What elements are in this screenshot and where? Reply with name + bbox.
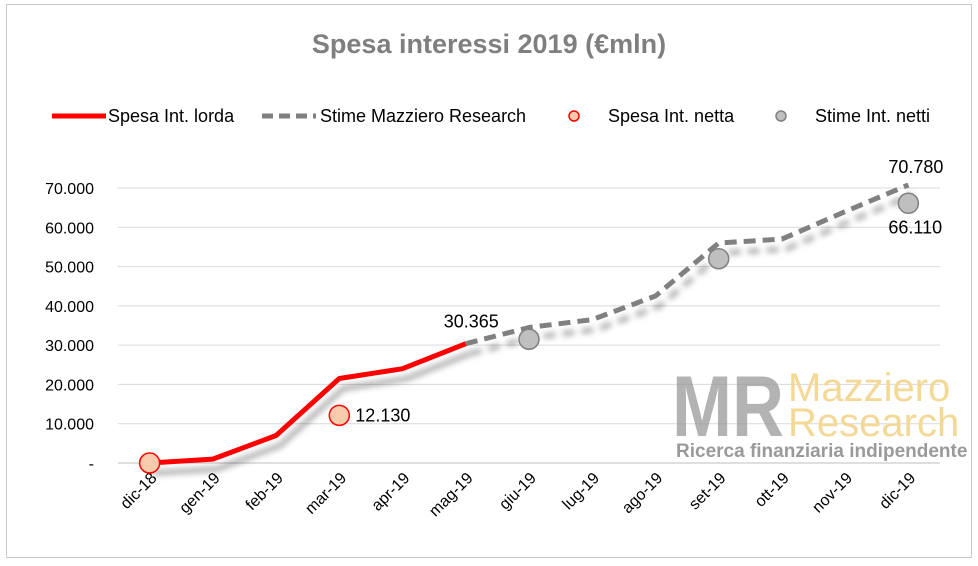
y-tick-label: 50.000	[45, 260, 94, 277]
series-line-spesa-lorda	[149, 341, 467, 466]
marker-stime-netti	[518, 328, 540, 350]
legend-label-netti: Stime Int. netti	[815, 106, 930, 126]
x-tick-label: mag-19	[426, 470, 476, 520]
watermark-tagline: Ricerca finanziaria indipendente	[676, 441, 967, 462]
x-tick-label: dic-19	[876, 470, 919, 513]
y-tick-label: 70.000	[45, 181, 94, 198]
y-tick-label: 20.000	[45, 377, 94, 394]
data-label: 12.130	[355, 405, 410, 425]
series-line-stime	[465, 182, 910, 347]
marker-spesa-netta	[138, 452, 161, 474]
data-label: 66.110	[888, 217, 942, 237]
y-tick-label: 30.000	[45, 338, 94, 355]
series-shadow-stime	[469, 192, 914, 357]
plot-area: 30.365 12.130 70.780 66.110	[138, 157, 943, 476]
x-axis: dic-18 gen-19 feb-19 mar-19 apr-19 mag-19 giu-…	[118, 462, 940, 520]
chart-title: Spesa interessi 2019 (€mln)	[312, 29, 666, 59]
y-axis: - 10.000 20.000 30.000 40.000 50.000 60.000 70.…	[45, 181, 94, 473]
watermark-line2: Research	[788, 401, 959, 445]
marker-spesa-netta	[328, 404, 351, 427]
data-label: 30.365	[444, 312, 499, 332]
x-tick-label: lug-19	[560, 470, 604, 514]
x-tick-label: giu-19	[496, 470, 540, 514]
x-tick-label: gen-19	[176, 470, 223, 517]
x-tick-label: feb-19	[243, 470, 287, 514]
series-shadow-lorda	[153, 350, 471, 476]
x-tick-label: apr-19	[369, 470, 414, 515]
x-tick-label: ago-19	[619, 470, 666, 517]
x-tick-label: mar-19	[302, 470, 350, 518]
y-tick-label: -	[89, 456, 94, 473]
legend: Spesa Int. lorda Stime Mazziero Research…	[52, 106, 930, 126]
chart-frame	[6, 4, 972, 558]
y-tick-label: 10.000	[45, 417, 94, 434]
legend-label-netta: Spesa Int. netta	[608, 106, 735, 126]
y-tick-label: 40.000	[45, 299, 94, 316]
legend-marker-netta	[568, 110, 580, 122]
marker-stime-netti	[897, 192, 920, 215]
watermark-letters: MR	[672, 359, 784, 455]
data-label: 70.780	[888, 157, 943, 177]
legend-marker-netti	[775, 110, 787, 122]
x-tick-label: dic-18	[118, 470, 161, 513]
legend-label-stime: Stime Mazziero Research	[320, 106, 526, 126]
x-tick-label: ott-19	[752, 470, 793, 511]
x-tick-label: nov-19	[809, 470, 856, 517]
y-tick-label: 60.000	[45, 220, 94, 237]
marker-stime-netti	[707, 247, 730, 270]
x-tick-label: set-19	[686, 470, 730, 514]
legend-label-lorda: Spesa Int. lorda	[108, 106, 235, 126]
watermark-logo: MR Mazziero Research Ricerca finanziaria…	[672, 359, 967, 462]
watermark-line1: Mazziero	[788, 366, 950, 410]
